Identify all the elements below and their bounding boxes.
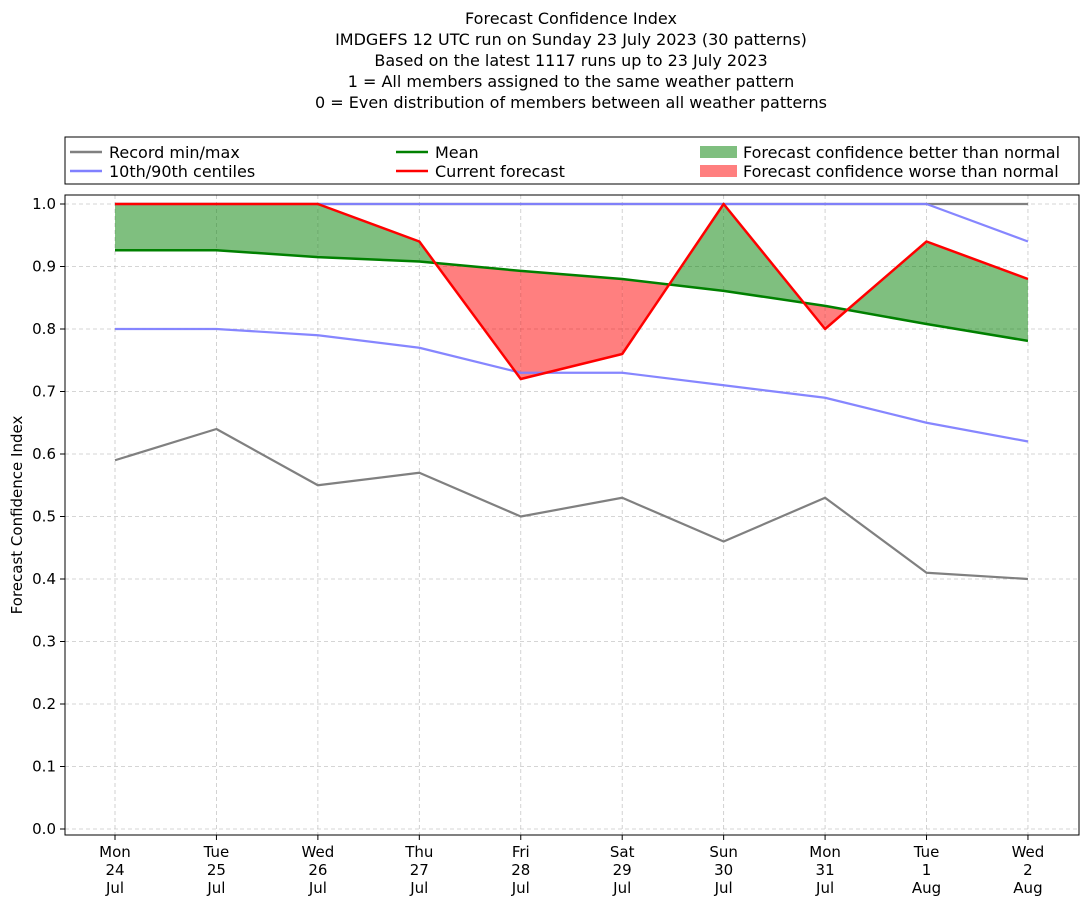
x-tick-label: Jul (409, 879, 428, 897)
x-tick-label: Sun (709, 843, 738, 861)
y-tick-label: 0.8 (32, 320, 56, 338)
y-tick-label: 0.0 (32, 820, 56, 838)
x-axis: Mon24JulTue25JulWed26JulThu27JulFri28Jul… (99, 835, 1044, 897)
series-line-record_min (114, 427, 1029, 581)
confidence-fills (115, 204, 1028, 379)
legend-label: Mean (435, 143, 479, 162)
title-line: Forecast Confidence Index (465, 9, 677, 28)
legend-item: Forecast confidence worse than normal (700, 162, 1059, 181)
legend-box (64, 136, 1080, 185)
x-tick-label: Thu (404, 843, 433, 861)
legend-item: Current forecast (396, 162, 565, 181)
x-tick-label: Jul (206, 879, 225, 897)
x-tick-label: 31 (816, 861, 835, 879)
fill-better (115, 204, 217, 251)
x-tick-label: 26 (308, 861, 327, 879)
x-tick-label: Fri (512, 843, 530, 861)
legend-item: Forecast confidence better than normal (700, 143, 1060, 162)
x-tick-label: 2 (1023, 861, 1033, 879)
fill-worse (520, 270, 623, 379)
x-tick-label: Tue (913, 843, 940, 861)
x-tick-label: 24 (105, 861, 124, 879)
title-line: 1 = All members assigned to the same wea… (348, 72, 795, 91)
legend-swatch (700, 165, 737, 177)
x-tick-label: Jul (714, 879, 733, 897)
x-tick-label: 28 (511, 861, 530, 879)
x-tick-label: Jul (511, 879, 530, 897)
x-tick-label: 29 (613, 861, 632, 879)
y-tick-label: 0.5 (32, 508, 56, 526)
x-tick-label: 27 (410, 861, 429, 879)
title-line: 0 = Even distribution of members between… (315, 93, 827, 112)
x-tick-label: 30 (714, 861, 733, 879)
series-line-current (115, 202, 1029, 381)
legend-item: 10th/90th centiles (70, 162, 255, 181)
x-tick-label: Aug (1013, 879, 1042, 897)
x-tick-label: Mon (809, 843, 841, 861)
x-tick-label: 25 (207, 861, 226, 879)
y-tick-label: 0.3 (32, 633, 56, 651)
legend-label: Forecast confidence worse than normal (743, 162, 1059, 181)
y-tick-label: 0.9 (32, 258, 56, 276)
x-tick-label: Aug (912, 879, 941, 897)
x-tick-label: Mon (99, 843, 131, 861)
y-tick-label: 0.1 (32, 758, 56, 776)
x-tick-label: Tue (203, 843, 230, 861)
legend-swatch (700, 146, 737, 158)
fill-better (317, 204, 420, 262)
x-tick-label: 1 (922, 861, 932, 879)
legend-label: 10th/90th centiles (109, 162, 255, 181)
x-tick-label: Wed (1012, 843, 1045, 861)
series-line-p10 (115, 327, 1029, 443)
fill-better (926, 241, 1028, 341)
title-line: IMDGEFS 12 UTC run on Sunday 23 July 202… (335, 30, 807, 49)
x-tick-label: Jul (308, 879, 327, 897)
x-tick-label: Jul (105, 879, 124, 897)
series-lines (114, 202, 1029, 581)
plot-frame (64, 194, 1080, 836)
legend-label: Forecast confidence better than normal (743, 143, 1060, 162)
legend-label: Record min/max (109, 143, 240, 162)
x-tick-label: Sat (610, 843, 635, 861)
y-tick-label: 0.7 (32, 383, 56, 401)
x-tick-label: Jul (815, 879, 834, 897)
title-line: Based on the latest 1117 runs up to 23 J… (374, 51, 767, 70)
fill-better (216, 204, 318, 258)
y-axis-label: Forecast Confidence Index (8, 416, 26, 615)
chart-title: Forecast Confidence Index IMDGEFS 12 UTC … (315, 9, 827, 112)
legend-item: Record min/max (70, 143, 240, 162)
y-tick-label: 1.0 (32, 195, 56, 213)
y-tick-label: 0.2 (32, 695, 56, 713)
y-tick-label: 0.4 (32, 570, 56, 588)
x-tick-label: Jul (612, 879, 631, 897)
y-axis: 0.0 0.1 0.2 0.3 0.4 0.5 0.6 0.7 0.8 0.9 1.0 (32, 195, 65, 838)
legend-label: Current forecast (435, 162, 565, 181)
y-tick-label: 0.6 (32, 445, 56, 463)
fill-better (847, 241, 927, 324)
series-line-mean (115, 249, 1029, 343)
legend-item: Mean (396, 143, 479, 162)
x-tick-label: Wed (302, 843, 335, 861)
